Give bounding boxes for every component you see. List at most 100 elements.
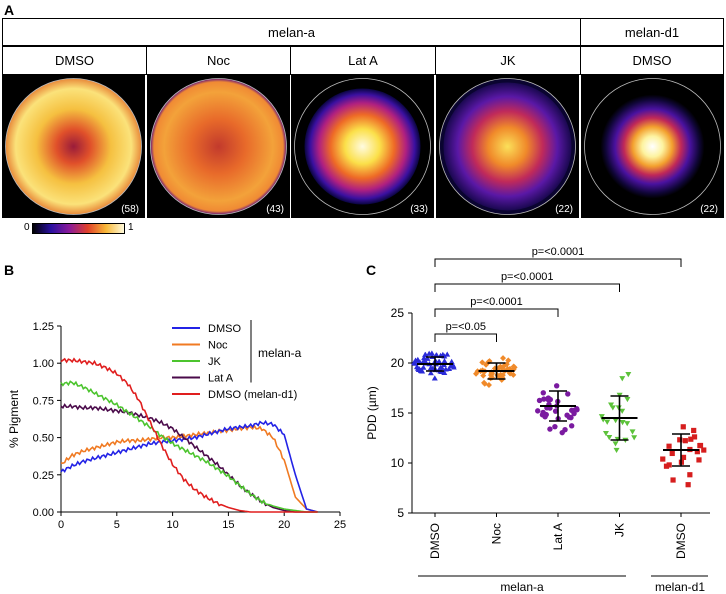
data-point xyxy=(426,350,433,356)
series-line-dmso xyxy=(60,419,318,513)
data-point xyxy=(552,408,559,414)
data-point xyxy=(444,351,451,357)
data-point xyxy=(624,396,631,403)
y-tick-label: 1.00 xyxy=(33,358,54,370)
x-tick-label: Noc xyxy=(490,523,504,544)
image-count: (58) xyxy=(121,204,139,215)
data-point xyxy=(619,376,626,382)
data-point xyxy=(609,405,616,411)
legend-entry: JK xyxy=(208,356,222,368)
data-point xyxy=(566,414,572,420)
data-point xyxy=(660,456,666,462)
significance-label: p=<0.0001 xyxy=(501,271,554,283)
data-point xyxy=(436,358,443,364)
image-d1-dmso: (22) xyxy=(581,75,724,218)
data-point xyxy=(624,421,631,427)
data-point xyxy=(480,372,487,379)
data-point xyxy=(540,390,546,396)
data-point xyxy=(666,462,672,468)
y-axis-label: PDD (µm) xyxy=(365,386,379,440)
panel-b-letter: B xyxy=(4,262,15,278)
data-point xyxy=(420,364,427,370)
x-tick-label: 20 xyxy=(278,519,290,530)
data-point xyxy=(619,420,626,426)
data-point xyxy=(427,365,434,371)
data-point xyxy=(696,457,702,463)
data-point xyxy=(598,414,605,420)
y-tick-label: 0.00 xyxy=(33,507,54,519)
y-tick-label: 5 xyxy=(397,506,404,520)
data-point xyxy=(488,369,495,376)
y-tick-label: 20 xyxy=(391,356,405,370)
data-point xyxy=(602,430,609,437)
data-point xyxy=(666,443,672,449)
data-point xyxy=(691,434,698,440)
image-count: (33) xyxy=(410,204,428,215)
data-point xyxy=(535,408,541,414)
y-tick-label: 15 xyxy=(391,406,405,420)
data-point xyxy=(412,357,419,363)
data-point xyxy=(491,365,498,372)
data-point xyxy=(571,407,578,413)
data-point xyxy=(680,424,686,430)
significance-label: p=<0.05 xyxy=(446,321,486,333)
data-point xyxy=(631,435,638,441)
data-point xyxy=(701,447,707,453)
y-axis-label: % Pigment xyxy=(7,389,21,448)
data-point xyxy=(427,370,434,376)
x-tick-label: 0 xyxy=(58,519,64,530)
x-tick-label: 5 xyxy=(114,519,120,530)
y-tick-label: 1.25 xyxy=(33,321,54,333)
significance-bracket xyxy=(434,283,620,292)
data-point xyxy=(612,418,619,424)
panel-a-letter: A xyxy=(4,2,15,18)
y-tick-label: 0.75 xyxy=(33,395,54,407)
data-point xyxy=(552,423,558,430)
legend-entry: DMSO (melan-d1) xyxy=(208,389,297,401)
data-point xyxy=(536,397,543,404)
pigment-profile-chart: 0.000.250.500.751.001.250510152025Radius… xyxy=(7,320,346,530)
data-point xyxy=(619,408,626,414)
data-point xyxy=(629,429,636,435)
data-point xyxy=(438,364,445,370)
legend-entry: Noc xyxy=(208,340,228,352)
image-count: (22) xyxy=(700,204,718,215)
image-lat-a: (33) xyxy=(291,75,434,218)
data-point xyxy=(539,412,546,418)
legend-group-label: melan-a xyxy=(258,346,302,360)
data-point xyxy=(562,427,568,433)
data-point xyxy=(608,402,615,408)
data-point xyxy=(553,383,560,389)
data-point xyxy=(479,359,486,366)
group-label-melan-a: melan-a xyxy=(500,580,544,594)
x-tick-label: DMSO xyxy=(674,523,688,559)
group-header-melan-d1: melan-d1 xyxy=(581,18,724,46)
series-line-jk xyxy=(60,380,318,513)
significance-label: p=<0.0001 xyxy=(532,246,585,258)
data-point xyxy=(606,434,613,441)
series-line-noc xyxy=(60,424,318,513)
data-point xyxy=(441,369,448,375)
data-point xyxy=(441,358,448,364)
data-point xyxy=(694,449,700,455)
significance-bracket xyxy=(434,258,682,267)
condition-header-jk: JK xyxy=(436,46,581,75)
data-point xyxy=(421,354,428,361)
data-point xyxy=(613,447,620,454)
data-point xyxy=(677,437,683,443)
image-count: (43) xyxy=(266,204,284,215)
group-header-row: melan-a melan-d1 xyxy=(2,18,724,46)
data-point xyxy=(500,355,507,362)
x-tick-label: 25 xyxy=(334,519,346,530)
data-point xyxy=(501,362,508,369)
panel-c-letter: C xyxy=(366,262,377,278)
data-point xyxy=(448,358,455,364)
condition-header-dmso: DMSO xyxy=(2,46,147,75)
data-point xyxy=(439,351,446,357)
image-dmso: (58) xyxy=(2,75,145,218)
colorbar-max-label: 1 xyxy=(128,222,134,233)
data-point xyxy=(669,450,675,457)
pdd-scatter-chart: 5 10 15 20 25 PDD (µm) DMSO Noc Lat A JK DMSO p=<0.… xyxy=(365,246,710,594)
y-tick-label: 10 xyxy=(391,456,405,470)
x-tick-label: 15 xyxy=(222,519,234,530)
